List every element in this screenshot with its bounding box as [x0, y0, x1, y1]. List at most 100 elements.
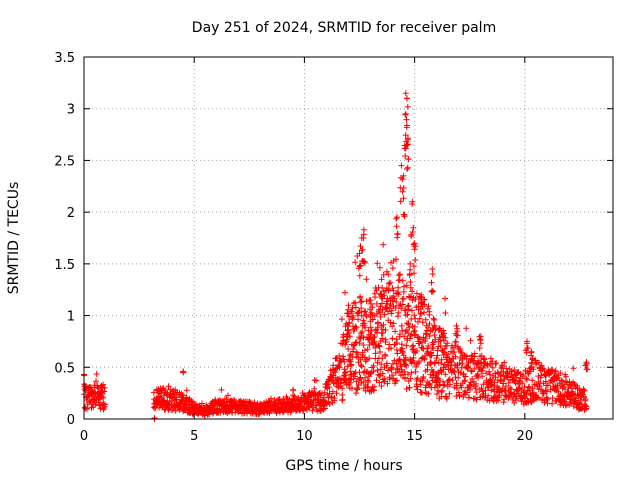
data-point: [453, 385, 460, 392]
data-point: [467, 386, 473, 393]
data-point: [410, 354, 417, 361]
data-point: [434, 391, 440, 397]
data-point: [441, 381, 448, 388]
axis-ticks: 0 0.5 1 1.5 2 2.5 3 3.5 0 5 10 15 20: [54, 51, 613, 444]
data-point: [402, 90, 409, 97]
data-point: [100, 406, 107, 413]
data-point: [394, 340, 400, 346]
data-point: [526, 387, 532, 394]
data-point: [428, 279, 435, 286]
data-point: [407, 375, 414, 382]
data-point: [353, 390, 359, 397]
data-point: [357, 262, 364, 269]
data-point: [536, 359, 542, 366]
data-point: [401, 333, 408, 340]
data-point: [309, 400, 316, 407]
data-point: [348, 361, 355, 368]
data-point: [410, 224, 417, 231]
data-point: [353, 339, 360, 346]
data-point: [405, 371, 411, 378]
data-point: [349, 316, 356, 323]
data-point: [399, 188, 406, 195]
data-point: [370, 368, 377, 375]
data-point: [406, 271, 413, 277]
data-point: [473, 396, 480, 403]
data-point: [446, 390, 453, 397]
data-point: [410, 328, 417, 335]
data-point: [309, 407, 316, 414]
data-point: [414, 386, 421, 393]
data-point: [464, 389, 470, 396]
data-point: [402, 153, 409, 159]
data-point: [178, 390, 185, 397]
data-point: [519, 380, 526, 387]
data-point: [357, 299, 364, 306]
y-tick-label: 3: [67, 103, 75, 118]
data-point: [350, 346, 357, 353]
data-point: [426, 320, 433, 327]
data-point: [290, 387, 297, 394]
data-point: [375, 319, 381, 326]
data-point: [367, 297, 374, 304]
data-point: [394, 214, 400, 221]
data-point: [431, 316, 438, 323]
data-point: [401, 368, 408, 375]
y-tick-label: 1: [67, 310, 75, 325]
data-point: [342, 289, 348, 296]
data-point: [333, 390, 340, 397]
data-point: [379, 335, 386, 342]
data-point: [360, 317, 367, 324]
data-point: [365, 384, 371, 391]
data-point: [488, 387, 495, 394]
data-point: [422, 335, 429, 342]
data-point: [377, 313, 384, 320]
data-point: [419, 339, 425, 346]
data-point: [395, 272, 402, 279]
data-point: [402, 110, 409, 117]
data-point: [549, 400, 556, 407]
data-point: [406, 384, 413, 391]
data-point: [404, 303, 411, 310]
data-point: [392, 378, 399, 385]
data-point: [440, 327, 447, 334]
data-point: [404, 311, 411, 318]
data-point: [501, 359, 508, 366]
data-point: [512, 397, 519, 404]
data-point: [496, 392, 503, 399]
data-point: [459, 360, 466, 367]
data-point: [352, 259, 359, 266]
data-point: [402, 132, 409, 139]
chart-title: Day 251 of 2024, SRMTID for receiver pal…: [192, 20, 496, 36]
data-point: [498, 377, 504, 384]
data-point: [528, 348, 535, 355]
data-point: [489, 364, 496, 371]
data-point: [388, 364, 395, 371]
data-point: [403, 142, 410, 149]
data-point: [396, 356, 403, 363]
data-point: [151, 415, 158, 421]
data-point: [370, 334, 377, 341]
data-point: [422, 316, 429, 323]
data-point: [357, 293, 364, 300]
data-point: [400, 288, 407, 295]
data-point: [377, 349, 383, 355]
data-point: [433, 355, 440, 362]
data-point: [414, 347, 420, 354]
data-point: [377, 303, 384, 310]
data-point: [398, 162, 405, 169]
data-point: [451, 368, 457, 375]
data-point: [547, 386, 554, 393]
data-point: [583, 366, 590, 373]
data-point: [449, 377, 456, 383]
data-point: [94, 383, 101, 390]
data-point: [500, 399, 507, 406]
data-point: [425, 343, 432, 349]
data-point: [389, 335, 396, 342]
data-point: [432, 336, 439, 343]
data-point: [431, 323, 438, 330]
data-point: [500, 368, 507, 375]
data-point: [371, 338, 378, 345]
data-point: [580, 386, 587, 393]
data-point: [425, 381, 432, 388]
data-point: [367, 314, 374, 321]
